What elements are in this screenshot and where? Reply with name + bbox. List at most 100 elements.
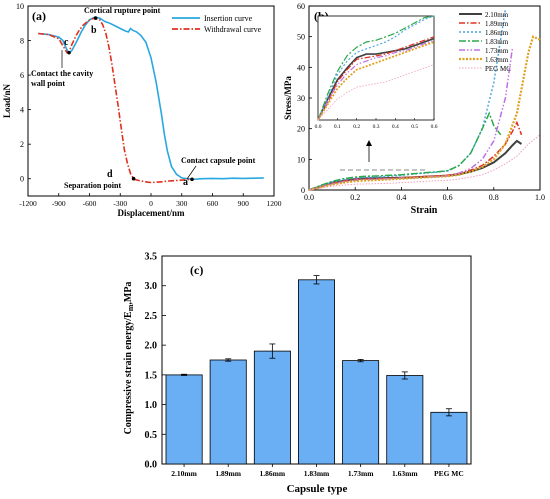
inset-xtick-label: 0.2 bbox=[353, 124, 360, 130]
inset-frame bbox=[317, 15, 435, 121]
panel-a-legend: Insertion curve Withdrawal curve bbox=[172, 14, 262, 34]
annotation-cavity-2: wall point bbox=[31, 79, 65, 88]
b-ytick-label: 60 bbox=[297, 2, 305, 11]
c-ytick-label: 1.0 bbox=[145, 400, 158, 411]
a-xtick-label: -900 bbox=[52, 199, 66, 208]
panel-a-ylabel: Load/nN bbox=[2, 83, 12, 118]
legend-label-peg-mc: PEG MC bbox=[485, 65, 511, 73]
annotation-c: c bbox=[64, 37, 69, 48]
inset-xtick-label: 0.3 bbox=[373, 124, 380, 130]
inset-series bbox=[317, 15, 435, 121]
b-ytick-label: 50 bbox=[297, 33, 305, 42]
annotation-capsule-pointer bbox=[186, 165, 197, 180]
panel-b-legend: 2.10mm1.89mm1.86mm1.83mm1.73mm1.63mmPEG … bbox=[459, 11, 511, 73]
a-xtick-label: 0 bbox=[149, 199, 153, 208]
panel-b-ylabel: Stress/MPa bbox=[283, 76, 293, 120]
a-xtick-label: -1200 bbox=[19, 199, 37, 208]
b-xtick-label: 0.8 bbox=[489, 193, 499, 202]
inset-ticks: 0.0 0.1 0.2 0.3 0.4 0.5 0.6 bbox=[315, 118, 438, 130]
b-ytick-label: 40 bbox=[297, 63, 305, 72]
legend-label-1-73mm: 1.73mm bbox=[485, 47, 509, 55]
c-xtick-label: PEG MC bbox=[434, 469, 464, 478]
inset-xtick-label: 0.6 bbox=[431, 124, 438, 130]
legend-label-1-63mm: 1.63mm bbox=[485, 56, 509, 64]
annotation-a: a bbox=[183, 177, 188, 188]
a-xtick-label: 1200 bbox=[267, 199, 282, 208]
a-ytick-label: 6 bbox=[20, 71, 24, 80]
c-ytick-label: 1.5 bbox=[145, 370, 158, 381]
panel-c-label: (c) bbox=[190, 263, 203, 277]
inset-series-1-83mm bbox=[317, 15, 435, 121]
panel-c-xlabel: Capsule type bbox=[287, 483, 348, 495]
a-xtick-label: 900 bbox=[238, 199, 250, 208]
c-xtick-label: 1.86mm bbox=[260, 469, 286, 478]
panel-b-xlabel: Strain bbox=[411, 205, 438, 216]
b-ytick-label: 0 bbox=[301, 186, 305, 195]
c-ytick-label: 0.5 bbox=[145, 430, 158, 441]
a-xtick-label: 600 bbox=[207, 199, 219, 208]
bar-1-73mm bbox=[342, 360, 380, 465]
bar-peg-mc bbox=[430, 411, 468, 465]
a-series-insertion bbox=[38, 16, 264, 181]
c-xtick-label: 2.10mm bbox=[171, 469, 197, 478]
a-ytick-label: 2 bbox=[20, 140, 24, 149]
bar-1-89mm bbox=[209, 359, 247, 465]
a-keypoint-b bbox=[93, 16, 98, 20]
inset-arrow-head bbox=[366, 140, 372, 146]
b-xtick-label: 1.0 bbox=[535, 193, 545, 202]
b-ytick-label: 20 bbox=[297, 125, 305, 134]
annotation-cortical: Cortical rupture point bbox=[84, 6, 161, 15]
c-ytick-label: 3.5 bbox=[145, 252, 158, 263]
inset-series-peg-mc bbox=[317, 64, 435, 121]
annotation-capsule: Contact capsule point bbox=[181, 156, 256, 165]
c-xtick-label: 1.63mm bbox=[392, 469, 418, 478]
annotation-b: b bbox=[91, 25, 97, 36]
inset-series-1-73mm bbox=[317, 39, 435, 121]
inset-series-1-63mm bbox=[317, 41, 435, 121]
a-xtick-label: 300 bbox=[176, 199, 188, 208]
bar-1-83mm bbox=[297, 279, 335, 465]
panel-c-ylabel-main: Compressive strain energy/E bbox=[123, 311, 134, 434]
a-ytick-label: 0 bbox=[20, 175, 24, 184]
panel-b-series bbox=[308, 8, 541, 192]
b-xtick-label: 0.0 bbox=[304, 193, 314, 202]
annotation-separation: Separation point bbox=[64, 181, 121, 190]
c-ytick-label: 3.0 bbox=[145, 281, 158, 292]
panel-b-inset: 0.0 0.1 0.2 0.3 0.4 0.5 0.6 bbox=[315, 15, 438, 130]
b-series-1-63mm bbox=[308, 35, 541, 192]
inset-series-1-89mm bbox=[317, 36, 435, 121]
b-xtick-label: 0.4 bbox=[396, 193, 406, 202]
panel-a-label: (a) bbox=[32, 9, 46, 23]
bar-2-10mm bbox=[165, 374, 203, 465]
panel-c-bars bbox=[165, 275, 468, 465]
inset-series-1-86mm bbox=[317, 15, 435, 121]
c-xtick-label: 1.89mm bbox=[215, 469, 241, 478]
a-ytick-label: 8 bbox=[20, 37, 24, 46]
inset-xtick-label: 0.4 bbox=[392, 124, 399, 130]
legend-withdrawal-label: Withdrawal curve bbox=[204, 25, 262, 34]
b-series-peg-mc bbox=[308, 134, 541, 191]
c-xtick-label: 1.73mm bbox=[348, 469, 374, 478]
a-ytick-label: 4 bbox=[20, 106, 24, 115]
panel-a-frame bbox=[27, 5, 275, 197]
a-keypoint-c bbox=[67, 50, 71, 55]
panel-c-ticks: 0.0 0.5 1.0 1.5 2.0 2.5 3.0 3.5 2.10mm 1.89mm 1.86… bbox=[145, 252, 464, 479]
inset-series-2-10mm bbox=[317, 37, 435, 121]
inset-xtick-label: 0.0 bbox=[315, 124, 322, 130]
bar-1-63mm bbox=[386, 375, 424, 465]
a-keypoint-d bbox=[131, 176, 136, 181]
a-ytick-label: 10 bbox=[16, 2, 24, 11]
b-ytick-label: 30 bbox=[297, 94, 305, 103]
a-series-withdrawal bbox=[38, 17, 193, 184]
legend-label-1-86mm: 1.86mm bbox=[485, 29, 509, 37]
legend-label-1-89mm: 1.89mm bbox=[485, 20, 509, 28]
panel-a-ticks: -1200 -900 -600 -300 0 300 600 900 1200 0 2 4 6 8 10 bbox=[16, 2, 282, 208]
panel-c-ylabel-sub: m bbox=[126, 304, 135, 311]
bar-1-86mm bbox=[253, 350, 291, 465]
c-ytick-label: 2.5 bbox=[145, 311, 158, 322]
inset-xtick-label: 0.5 bbox=[411, 124, 418, 130]
legend-label-2-10mm: 2.10mm bbox=[485, 11, 509, 19]
c-ytick-label: 2.0 bbox=[145, 341, 158, 352]
